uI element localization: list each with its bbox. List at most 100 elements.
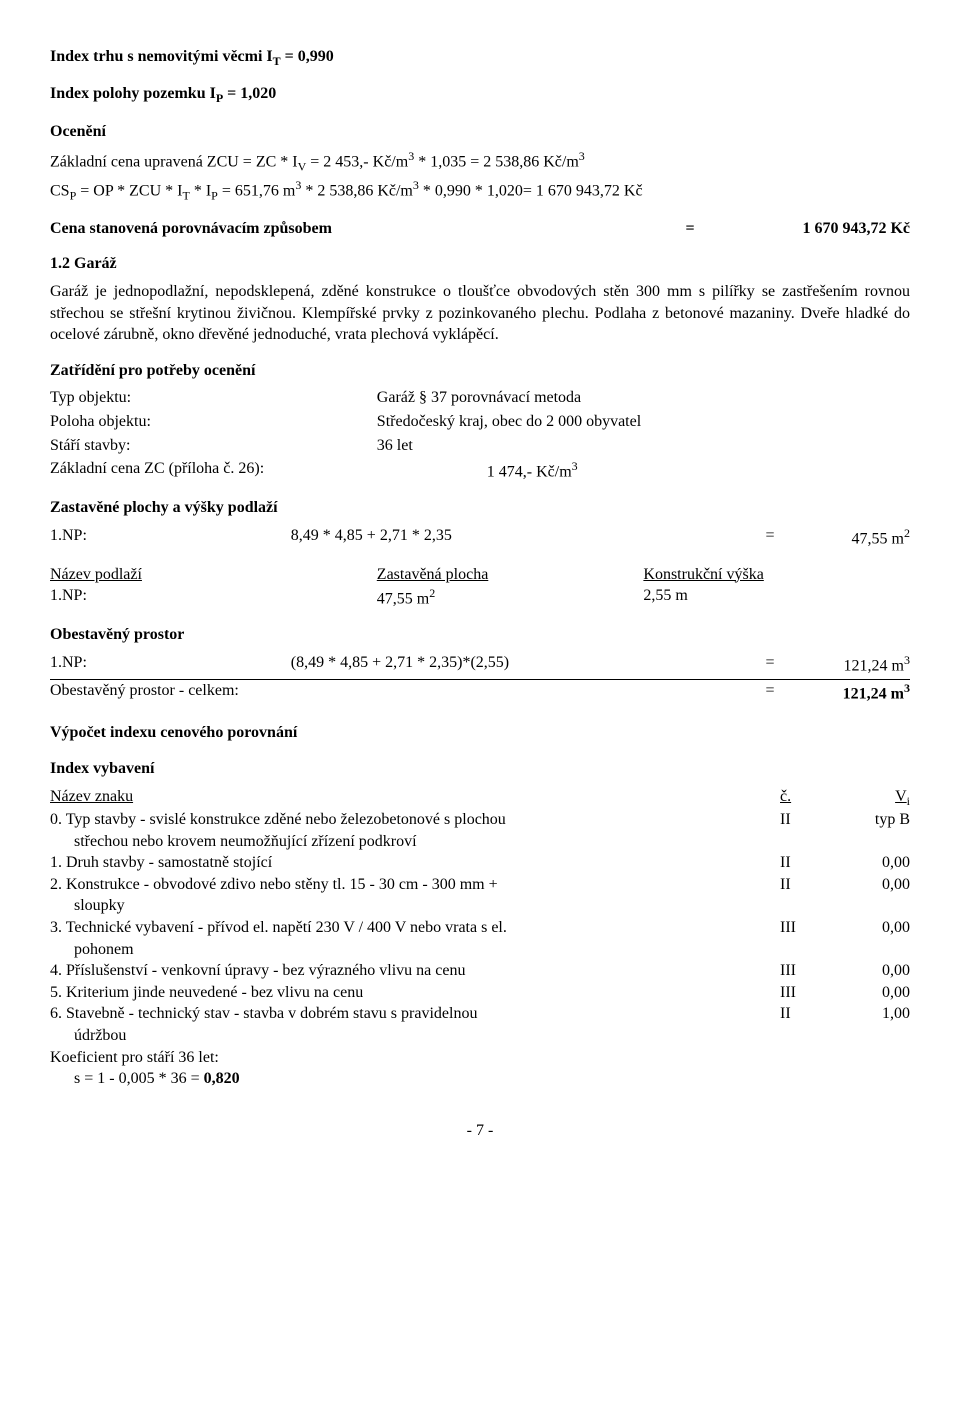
equals: = (750, 525, 790, 550)
cena-label: Cena stanovená porovnávacím způsobem (50, 218, 332, 240)
typ-row: Typ objektu: Garáž § 37 porovnávací meto… (50, 387, 910, 409)
superscript: 2 (904, 526, 910, 540)
text: * 1,035 = 2 538,86 Kč/m (414, 154, 579, 171)
zastav-heading: Zastavěné plochy a výšky podlaží (50, 497, 910, 519)
z0-c: II (760, 809, 850, 831)
typ-label: Typ objektu: (50, 387, 377, 409)
subscript: P (211, 189, 218, 203)
superscript: 2 (429, 586, 435, 600)
text: s = 1 - 0,005 * 36 = (74, 1070, 204, 1087)
z3-c: III (760, 917, 850, 939)
text: Index trhu s nemovitými věcmi I (50, 48, 273, 65)
op1-label: 1.NP: (50, 652, 291, 677)
koef-line2: s = 1 - 0,005 * 36 = 0,820 (50, 1068, 910, 1090)
z2-name: 2. Konstrukce - obvodové zdivo nebo stěn… (50, 874, 760, 896)
z6-cont: údržbou (50, 1025, 910, 1047)
z3-cont: pohonem (50, 939, 910, 961)
z6-name: 6. Stavebně - technický stav - stavba v … (50, 1003, 760, 1025)
equals: = (750, 652, 790, 677)
subscript: T (182, 189, 189, 203)
op2-value: 121,24 m3 (790, 680, 910, 705)
zcu-line: Základní cena upravená ZCU = ZC * IV = 2… (50, 148, 910, 175)
oceneni-heading: Ocenění (50, 121, 910, 143)
text: * 2 538,86 Kč/m (301, 182, 413, 199)
podlazi-data-row: 1.NP: 47,55 m2 2,55 m (50, 585, 910, 610)
csp-line: CSP = OP * ZCU * IT * IP = 651,76 m3 * 2… (50, 177, 910, 204)
row-vyska: 2,55 m (643, 585, 910, 610)
z3-v: 0,00 (850, 917, 910, 939)
cena-value: 1 670 943,72 Kč (710, 218, 910, 240)
z6-row: 6. Stavebně - technický stav - stavba v … (50, 1003, 910, 1025)
podlazi-header-row: Název podlaží Zastavěná plocha Konstrukč… (50, 564, 910, 586)
text: 121,24 m (843, 685, 904, 702)
superscript: 3 (904, 653, 910, 667)
z4-row: 4. Příslušenství - venkovní úpravy - bez… (50, 960, 910, 982)
z1-name: 1. Druh stavby - samostatně stojící (50, 852, 760, 874)
superscript: 3 (904, 681, 910, 695)
z2-row: 2. Konstrukce - obvodové zdivo nebo stěn… (50, 874, 910, 896)
zn-c-hdr: č. (760, 786, 850, 809)
z5-row: 5. Kriterium jinde neuvedené - bez vlivu… (50, 982, 910, 1004)
z3-name: 3. Technické vybavení - přívod el. napět… (50, 917, 760, 939)
zn-name-hdr: Název znaku (50, 786, 760, 809)
text: = 651,76 m (218, 182, 295, 199)
z1-c: II (760, 852, 850, 874)
z6-v: 1,00 (850, 1003, 910, 1025)
z2-c: II (760, 874, 850, 896)
stari-value: 36 let (377, 435, 910, 457)
z0-cont: střechou nebo krovem neumožňující zřízen… (50, 831, 910, 853)
garaz-heading: 1.2 Garáž (50, 253, 910, 275)
superscript: 3 (572, 459, 578, 473)
typ-value: Garáž § 37 porovnávací metoda (377, 387, 910, 409)
poloha-value: Středočeský kraj, obec do 2 000 obyvatel (377, 411, 910, 433)
text: Index polohy pozemku I (50, 85, 216, 102)
stari-row: Stáří stavby: 36 let (50, 435, 910, 457)
z1-v: 0,00 (850, 852, 910, 874)
cena-row: Cena stanovená porovnávacím způsobem = 1… (50, 218, 910, 240)
z2-v: 0,00 (850, 874, 910, 896)
zc-label: Základní cena ZC (příloha č. 26): (50, 458, 377, 483)
text: 1 474,- Kč/m (487, 463, 572, 480)
index-polohy-line: Index polohy pozemku IP = 1,020 (50, 83, 910, 106)
index-trhu-line: Index trhu s nemovitými věcmi IT = 0,990 (50, 46, 910, 69)
zc-value: 1 474,- Kč/m3 (377, 458, 910, 483)
text: 121,24 m (844, 657, 904, 674)
z4-name: 4. Příslušenství - venkovní úpravy - bez… (50, 960, 760, 982)
text: = 1,020 (223, 85, 276, 102)
z0-name: 0. Typ stavby - svislé konstrukce zděné … (50, 809, 760, 831)
np-value: 47,55 m2 (790, 525, 910, 550)
z6-c: II (760, 1003, 850, 1025)
garaz-paragraph: Garáž je jednopodlažní, nepodsklepená, z… (50, 281, 910, 346)
op1-row: 1.NP: (8,49 * 4,85 + 2,71 * 2,35)*(2,55)… (50, 652, 910, 677)
col-plocha: Zastavěná plocha (377, 564, 644, 586)
zatrideni-heading: Zatřídění pro potřeby ocenění (50, 360, 910, 382)
stari-label: Stáří stavby: (50, 435, 377, 457)
z0-v: typ B (850, 809, 910, 831)
np-row: 1.NP: 8,49 * 4,85 + 2,71 * 2,35 = 47,55 … (50, 525, 910, 550)
text: CS (50, 182, 70, 199)
np-label: 1.NP: (50, 525, 291, 550)
col-nazev: Název podlaží (50, 564, 377, 586)
equals: = (750, 680, 790, 705)
equals: = (670, 218, 710, 240)
koef-bold: 0,820 (204, 1070, 240, 1087)
obest-heading: Obestavěný prostor (50, 624, 910, 646)
poloha-row: Poloha objektu: Středočeský kraj, obec d… (50, 411, 910, 433)
text: * 0,990 * 1,020= 1 670 943,72 Kč (419, 182, 643, 199)
z1-row: 1. Druh stavby - samostatně stojící II 0… (50, 852, 910, 874)
text: = 2 453,- Kč/m (306, 154, 408, 171)
z5-v: 0,00 (850, 982, 910, 1004)
superscript: 3 (579, 149, 585, 163)
text: Základní cena upravená ZCU = ZC * I (50, 154, 298, 171)
np-expr: 8,49 * 4,85 + 2,71 * 2,35 (291, 525, 750, 550)
text: = OP * ZCU * I (76, 182, 182, 199)
subscript: V (298, 160, 307, 174)
zn-v-hdr: Vi (850, 786, 910, 809)
poloha-label: Poloha objektu: (50, 411, 377, 433)
indexvyb-heading: Index vybavení (50, 758, 910, 780)
z3-row: 3. Technické vybavení - přívod el. napět… (50, 917, 910, 939)
text: = 0,990 (281, 48, 334, 65)
op1-value: 121,24 m3 (790, 652, 910, 677)
text: * I (190, 182, 211, 199)
text: V (895, 788, 907, 805)
